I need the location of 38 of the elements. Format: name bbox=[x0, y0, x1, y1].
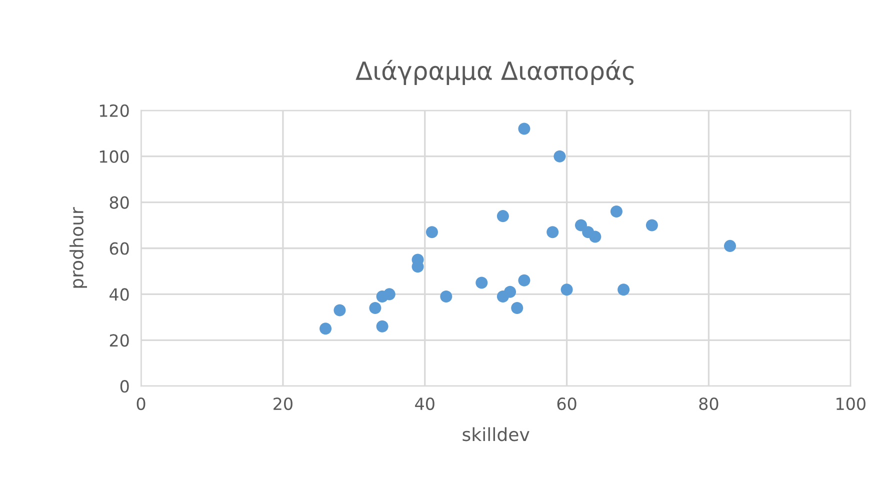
x-tick-label: 100 bbox=[836, 398, 866, 410]
y-tick-label: 0 bbox=[120, 380, 129, 393]
y-tick-label: 120 bbox=[100, 104, 129, 117]
chart-title: Διάγραμμα Διασποράς bbox=[356, 60, 634, 86]
point bbox=[560, 284, 573, 296]
point bbox=[546, 226, 559, 238]
point bbox=[476, 276, 488, 289]
point bbox=[724, 240, 736, 252]
point bbox=[369, 302, 382, 314]
point bbox=[646, 219, 658, 232]
x-tick-label: 40 bbox=[415, 398, 434, 410]
y-tick-label: 100 bbox=[100, 150, 129, 163]
y-tick-label: 80 bbox=[110, 196, 129, 209]
point bbox=[618, 284, 630, 296]
y-axis-title: prodhour bbox=[70, 207, 87, 288]
point bbox=[554, 150, 566, 162]
point bbox=[518, 274, 530, 286]
point bbox=[589, 230, 602, 243]
point bbox=[610, 205, 622, 218]
y-tick-label: 40 bbox=[110, 288, 129, 301]
x-tick-label: 20 bbox=[274, 398, 292, 410]
point bbox=[334, 304, 346, 316]
x-axis-title: skilldev bbox=[462, 427, 530, 442]
x-tick-label: 0 bbox=[136, 398, 146, 410]
x-tick-label: 60 bbox=[557, 398, 576, 410]
point bbox=[574, 219, 587, 232]
point bbox=[511, 302, 524, 314]
point bbox=[426, 226, 438, 238]
point bbox=[320, 322, 332, 335]
point bbox=[376, 320, 388, 332]
point bbox=[518, 122, 530, 135]
y-tick-label: 20 bbox=[110, 334, 129, 347]
point bbox=[383, 288, 396, 300]
point bbox=[440, 290, 452, 303]
x-tick-label: 80 bbox=[699, 398, 718, 410]
point bbox=[504, 286, 516, 298]
y-tick-label: 60 bbox=[110, 242, 129, 255]
point bbox=[496, 210, 509, 222]
